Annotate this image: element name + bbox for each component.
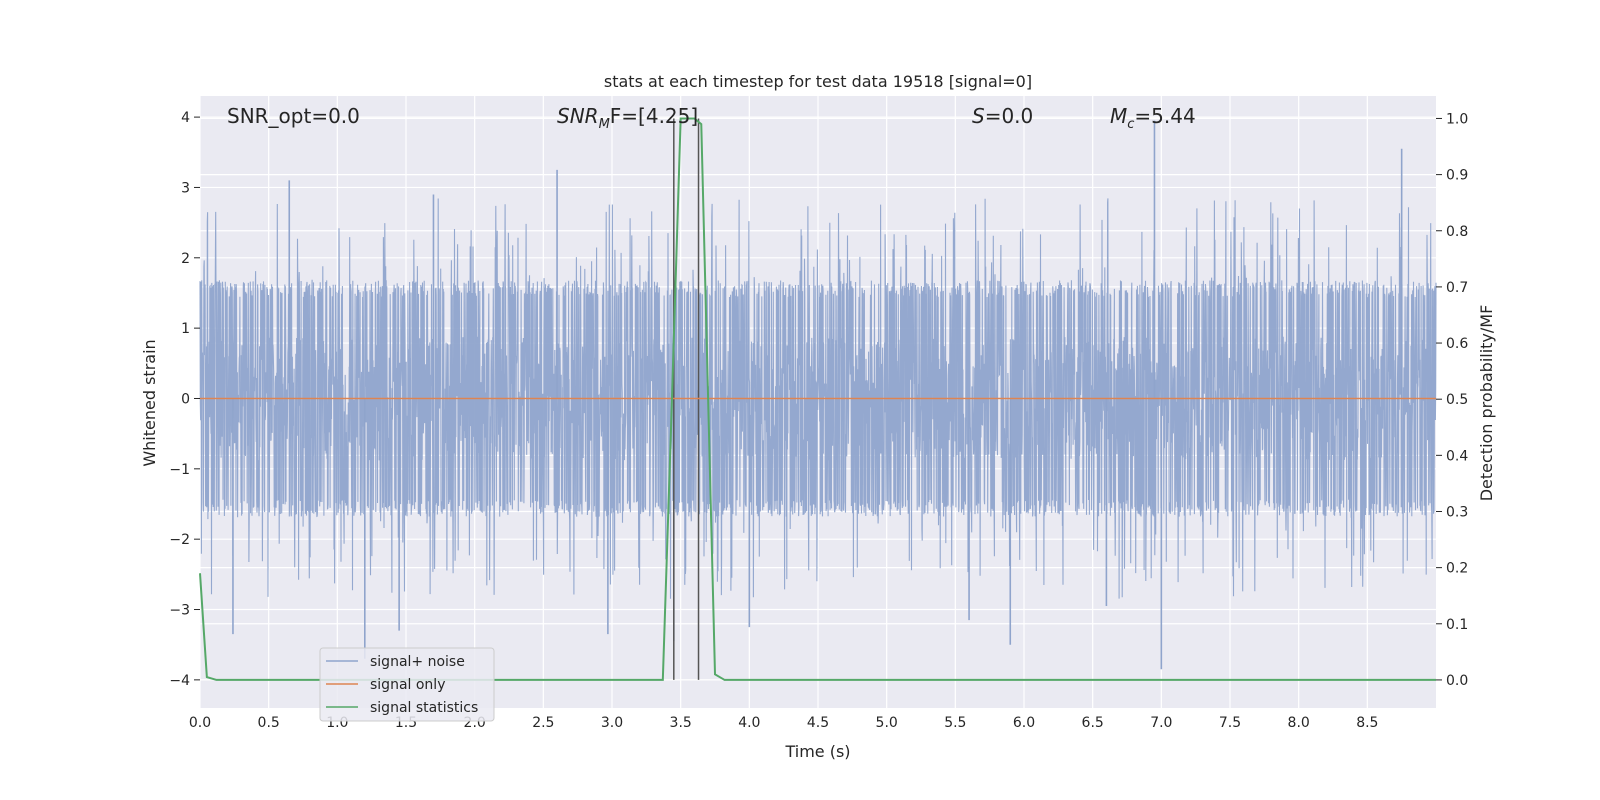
y-tick-label: −1 xyxy=(169,462,190,478)
y2-tick-label: 0.3 xyxy=(1446,504,1468,520)
annotation-snr-mf-sub: M xyxy=(599,117,610,132)
x-tick-label: 6.0 xyxy=(1013,715,1035,731)
y2-tick-label: 0.9 xyxy=(1446,168,1468,184)
x-tick-label: 7.0 xyxy=(1150,715,1172,731)
y-tick-label: −2 xyxy=(169,532,190,548)
y-tick-label: −3 xyxy=(169,603,190,619)
y2-tick-label: 0.8 xyxy=(1446,224,1468,240)
y2-tick-label: 0.6 xyxy=(1446,336,1468,352)
chart-title: stats at each timestep for test data 195… xyxy=(604,72,1032,91)
y2-tick-label: 0.2 xyxy=(1446,561,1468,577)
x-tick-label: 6.5 xyxy=(1082,715,1104,731)
y-axis-label: Whitened strain xyxy=(140,339,159,466)
y-tick-label: 2 xyxy=(181,251,190,267)
x-tick-label: 0.5 xyxy=(258,715,280,731)
tick-labels: 0.0 0.5 1.0 1.5 2.0 2.5 3.0 3.5 4.0 4.5 5.0 5.5 6.0 6… xyxy=(169,110,1468,731)
y2-axis-label: Detection probability/MF xyxy=(1477,305,1496,502)
line-series xyxy=(199,117,1436,681)
x-tick-label: 8.5 xyxy=(1356,715,1378,731)
legend-label-signal-statistics: signal statistics xyxy=(370,700,478,716)
x-tick-label: 4.5 xyxy=(807,715,829,731)
legend: signal+ noise signal only signal statist… xyxy=(319,647,495,722)
legend-box xyxy=(319,647,495,722)
annotation-mc-rest: =5.44 xyxy=(1134,104,1195,128)
y-tick-label: 4 xyxy=(181,110,190,126)
x-tick-label: 7.5 xyxy=(1219,715,1241,731)
annotation-mc: Mc=5.44 xyxy=(1110,104,1196,132)
y2-tick-label: 0.1 xyxy=(1446,617,1468,633)
y2-tick-label: 1.0 xyxy=(1446,111,1468,127)
y2-tick-label: 0.5 xyxy=(1446,392,1468,408)
y-tick-label: 3 xyxy=(181,180,190,196)
annotation-s-rest: =0.0 xyxy=(985,104,1034,128)
annotation-snr-opt: SNR_opt=0.0 xyxy=(227,104,360,128)
annotation-s: S=0.0 xyxy=(972,104,1033,128)
x-tick-label: 5.5 xyxy=(944,715,966,731)
x-tick-label: 4.0 xyxy=(738,715,760,731)
x-tick-label: 2.5 xyxy=(532,715,554,731)
x-tick-label: 0.0 xyxy=(189,715,211,731)
annotation-mc-sub: c xyxy=(1127,117,1134,132)
x-tick-label: 3.5 xyxy=(670,715,692,731)
annotation-s-main: S xyxy=(972,104,985,128)
signal-statistics-line xyxy=(199,117,1436,681)
annotation-snr-mf: SNRMF=[4.25] xyxy=(557,104,698,132)
x-axis-label: Time (s) xyxy=(784,742,850,761)
x-tick-label: 8.0 xyxy=(1288,715,1310,731)
annotation-mc-main: M xyxy=(1110,104,1127,128)
legend-label-signal-noise: signal+ noise xyxy=(370,654,465,670)
y-tick-label: 0 xyxy=(181,391,190,407)
x-tick-label: 5.0 xyxy=(876,715,898,731)
y-tick-label: 1 xyxy=(181,321,190,337)
x-tick-label: 3.0 xyxy=(601,715,623,731)
y2-tick-label: 0.0 xyxy=(1446,673,1468,689)
legend-label-signal-only: signal only xyxy=(370,677,445,693)
annotation-snr-mf-rest: F=[4.25] xyxy=(610,104,698,128)
annotation-snr-mf-main: SNR xyxy=(557,104,599,128)
y2-tick-label: 0.7 xyxy=(1446,280,1468,296)
y-tick-label: −4 xyxy=(169,673,190,689)
y2-tick-label: 0.4 xyxy=(1446,448,1468,464)
